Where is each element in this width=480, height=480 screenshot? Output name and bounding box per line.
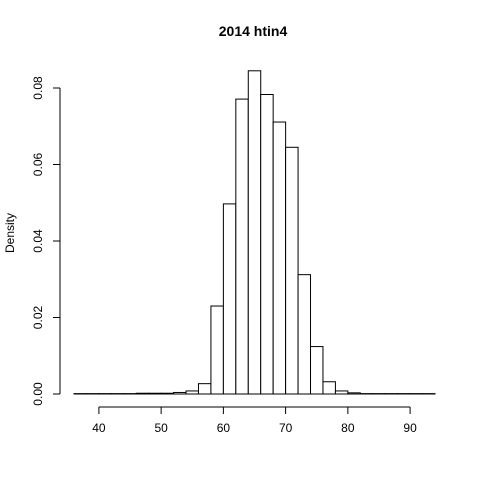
histogram-bar bbox=[135, 392, 150, 395]
histogram-bar bbox=[173, 391, 187, 395]
histogram-bar bbox=[197, 383, 212, 395]
y-axis: 0.00 0.02 0.04 0.06 0.08 bbox=[31, 76, 61, 406]
x-tick-label: 70 bbox=[279, 421, 293, 435]
histogram-bar bbox=[222, 203, 237, 395]
chart-title: 2014 htin4 bbox=[219, 23, 288, 39]
y-tick-label: 0.00 bbox=[31, 382, 45, 406]
x-tick-label: 50 bbox=[154, 421, 168, 435]
x-tick-label: 60 bbox=[217, 421, 231, 435]
histogram-bar bbox=[247, 70, 262, 395]
histogram-bar bbox=[160, 392, 175, 395]
histogram-bar bbox=[272, 121, 287, 395]
histogram-bar bbox=[322, 381, 336, 395]
histogram-bar bbox=[210, 305, 224, 395]
y-tick-label: 0.04 bbox=[31, 229, 45, 253]
bars-group bbox=[73, 70, 436, 395]
histogram-bar bbox=[148, 392, 162, 395]
y-tick-label: 0.08 bbox=[31, 76, 45, 100]
x-tick-label: 80 bbox=[341, 421, 355, 435]
x-tick-label: 40 bbox=[92, 421, 106, 435]
histogram-bar bbox=[235, 98, 249, 395]
histogram-bar bbox=[185, 390, 199, 395]
x-axis: 40 50 60 70 80 90 bbox=[92, 406, 417, 435]
x-tick-label: 90 bbox=[403, 421, 417, 435]
histogram-bar bbox=[347, 392, 361, 395]
histogram-bar bbox=[260, 94, 274, 395]
histogram-bar bbox=[285, 146, 299, 395]
y-axis-label: Density bbox=[3, 213, 17, 253]
histogram-bar bbox=[310, 346, 324, 395]
histogram-bar bbox=[334, 390, 349, 395]
y-tick-label: 0.02 bbox=[31, 305, 45, 329]
y-tick-label: 0.06 bbox=[31, 152, 45, 176]
histogram-bar bbox=[297, 274, 312, 395]
